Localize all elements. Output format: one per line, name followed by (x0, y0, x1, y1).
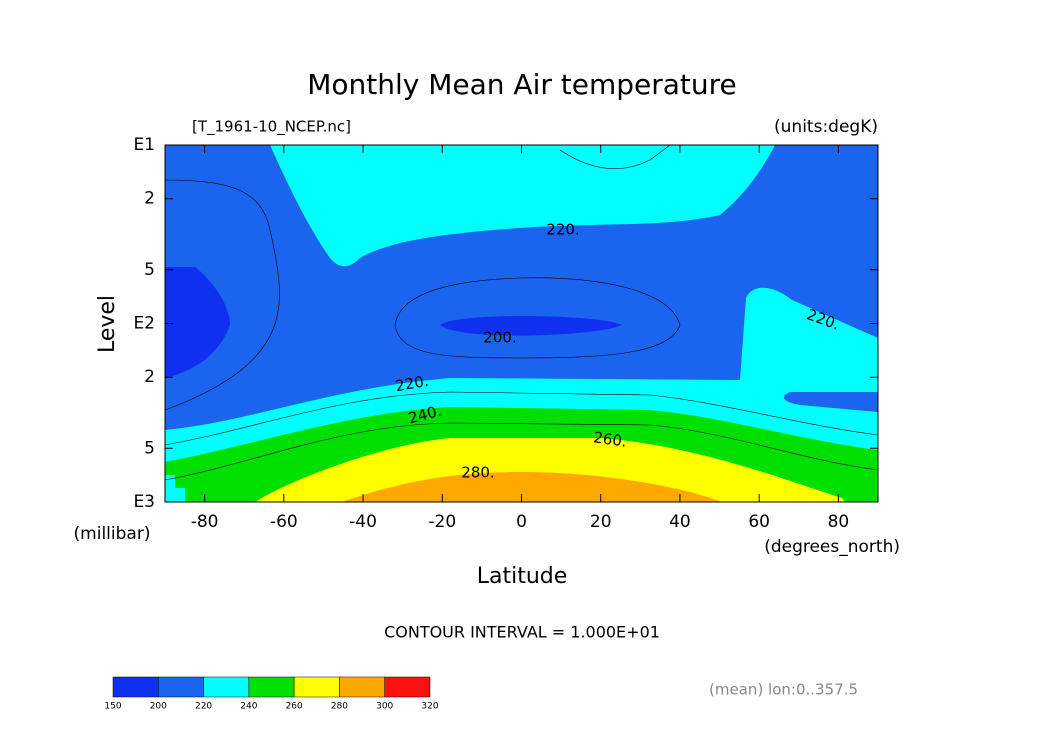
file-name: [T_1961-10_NCEP.nc] (192, 118, 351, 137)
colorbar-label: 300 (376, 702, 393, 712)
units: (units:degK) (774, 117, 878, 137)
contour-label: 280. (461, 464, 494, 482)
colorbar-label: 260 (286, 702, 303, 712)
y-tick-label: E2 (133, 314, 155, 334)
x-tick-label: 60 (748, 512, 770, 532)
x-tick-label: 20 (590, 512, 612, 532)
colorbar-label: 220 (195, 702, 212, 712)
x-axis-label: Latitude (477, 564, 568, 589)
y-tick-label: 5 (144, 260, 155, 280)
contour-line (394, 277, 681, 359)
colorbar-label: 150 (104, 702, 121, 712)
colorbar-swatch (384, 676, 431, 698)
x-tick-label: -40 (349, 512, 377, 532)
colorbar-label: 200 (150, 702, 167, 712)
chart-title: Monthly Mean Air temperature (307, 68, 737, 101)
contour-line (164, 391, 879, 446)
colorbar-swatch (293, 676, 340, 698)
colorbar-label: 320 (421, 702, 438, 712)
contour-fill (165, 267, 230, 378)
contour-fill (342, 472, 722, 502)
contour-label: 200. (483, 329, 516, 347)
contour-label: 220. (394, 372, 430, 396)
y-tick-label: 5 (144, 438, 155, 458)
contour-line (164, 179, 280, 411)
contour-fill (784, 392, 878, 412)
y-unit: (millibar) (74, 524, 151, 544)
x-tick-label: -20 (428, 512, 456, 532)
contour-line (164, 422, 879, 481)
x-tick-label: 40 (669, 512, 691, 532)
colorbar-label: 240 (240, 702, 257, 712)
colorbar-swatch (248, 676, 295, 698)
contour-line (559, 144, 671, 169)
footnote: (mean) lon:0..357.5 (709, 681, 858, 699)
contour-fill (440, 315, 622, 336)
contour-interval: CONTOUR INTERVAL = 1.000E+01 (384, 623, 660, 642)
y-tick-label: 2 (144, 189, 155, 209)
x-tick-label: -60 (270, 512, 298, 532)
colorbar-swatch (112, 676, 159, 698)
colorbar-swatch (203, 676, 250, 698)
y-tick-label: E3 (133, 492, 155, 512)
x-tick-label: -80 (191, 512, 219, 532)
y-axis-label: Level (95, 295, 120, 353)
x-unit: (degrees_north) (764, 537, 900, 557)
y-tick-label: E1 (133, 135, 155, 155)
y-tick-label: 2 (144, 367, 155, 387)
contour-label: 220. (546, 221, 579, 239)
contour-fill (270, 145, 775, 267)
x-tick-label: 0 (516, 512, 527, 532)
contour-label: 260. (592, 428, 628, 450)
x-tick-label: 80 (828, 512, 850, 532)
colorbar-label: 280 (331, 702, 348, 712)
colorbar-swatch (158, 676, 204, 698)
contour-plot: 220.200.220.220.240.260.280. (164, 144, 879, 502)
colorbar-swatch (339, 676, 385, 698)
